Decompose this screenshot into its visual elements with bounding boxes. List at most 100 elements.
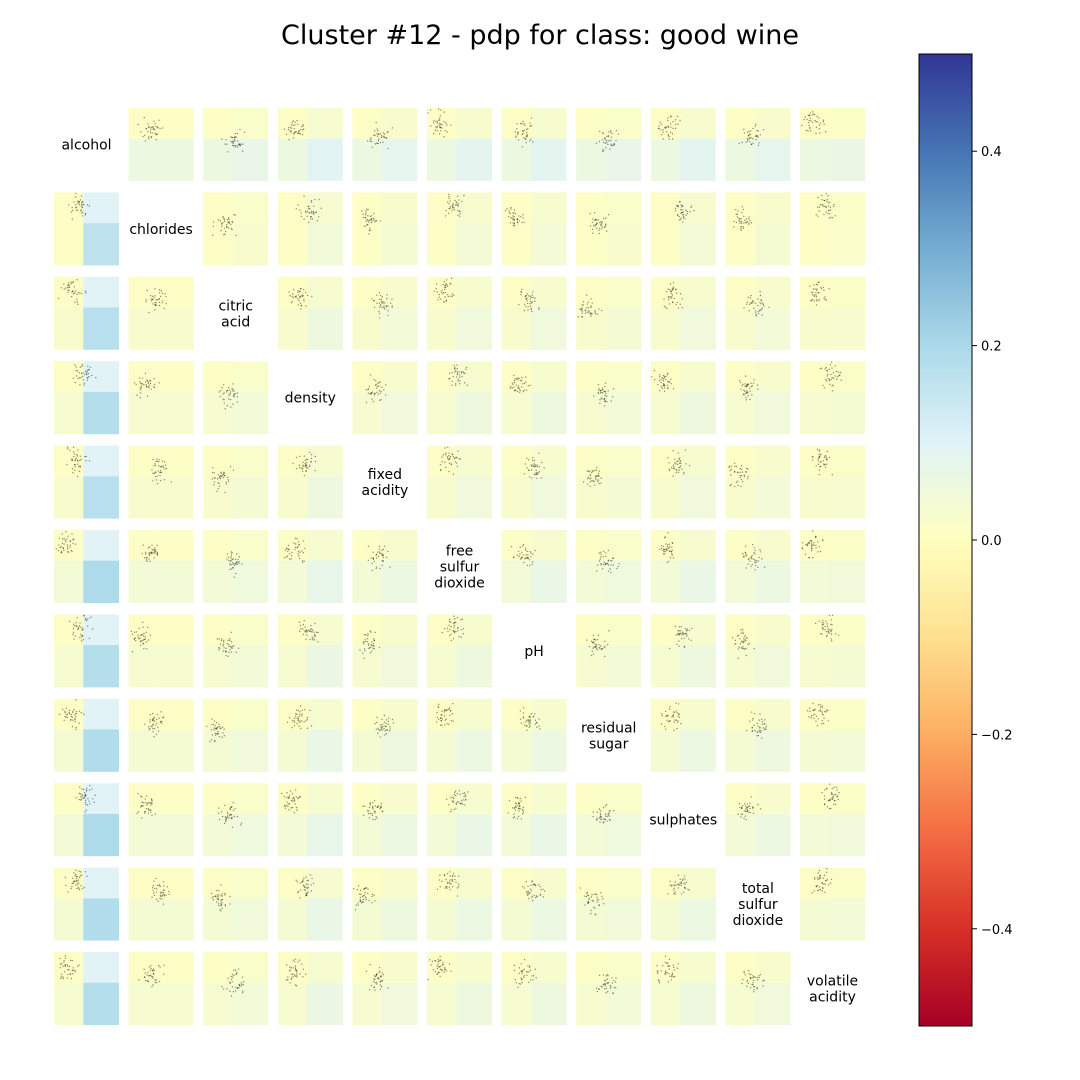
sample-point [832, 795, 834, 798]
sample-point [749, 390, 751, 392]
sample-point [759, 290, 761, 293]
sample-point [310, 461, 312, 463]
sample-point [70, 281, 72, 283]
sample-point [287, 128, 290, 131]
sample-point [77, 466, 80, 468]
sample-point [589, 477, 592, 479]
sample-point [372, 806, 374, 809]
sample-point [828, 210, 830, 212]
pdp-region [680, 276, 716, 308]
sample-point [295, 208, 297, 210]
pdp-region [576, 560, 606, 603]
cell-total-sulfur-dioxide-free-sulfur-dioxide [427, 867, 492, 941]
sample-point [85, 372, 88, 375]
sample-point [219, 395, 221, 398]
sample-point [598, 308, 600, 310]
sample-point [521, 978, 523, 981]
sample-point [230, 223, 232, 226]
sample-point [67, 448, 69, 450]
sample-point [158, 465, 160, 467]
sample-point [152, 128, 155, 131]
sample-point [605, 392, 607, 395]
sample-point [229, 649, 231, 651]
sample-point [830, 878, 833, 881]
sample-point [57, 297, 60, 300]
sample-point [590, 298, 592, 300]
pdp-region [800, 361, 830, 392]
sample-point [453, 808, 456, 811]
sample-point [525, 305, 527, 308]
sample-point [235, 973, 237, 975]
sample-point [147, 381, 149, 383]
sample-point [300, 288, 302, 290]
sample-point [76, 454, 78, 456]
sample-point [594, 311, 596, 313]
sample-point [521, 376, 523, 379]
sample-point [376, 294, 378, 296]
sample-point [151, 295, 154, 298]
sample-point [599, 130, 601, 133]
sample-point [837, 371, 840, 373]
sample-point [456, 792, 458, 795]
sample-point [309, 709, 311, 712]
sample-point [293, 974, 296, 976]
sample-point [298, 630, 301, 633]
sample-point [286, 964, 288, 966]
sample-point [509, 387, 511, 389]
sample-point [607, 975, 609, 977]
pdp-region [232, 560, 269, 603]
sample-point [75, 621, 77, 624]
sample-point [826, 709, 828, 711]
sample-point [72, 281, 75, 283]
sample-point [815, 547, 817, 549]
sample-point [153, 120, 155, 122]
sample-point [150, 965, 152, 967]
sample-point [666, 972, 668, 974]
sample-point [162, 881, 164, 883]
pdp-region [650, 192, 681, 224]
sample-point [812, 288, 815, 290]
sample-point [439, 955, 441, 958]
sample-point [836, 375, 839, 378]
sample-point [817, 718, 819, 720]
sample-point [599, 558, 601, 560]
sample-point [757, 566, 759, 569]
sample-point [617, 565, 619, 568]
sample-point [749, 141, 751, 143]
sample-point [518, 555, 520, 558]
sample-point [827, 377, 829, 380]
sample-point [453, 615, 455, 617]
sample-point [599, 390, 602, 392]
sample-point [144, 972, 147, 974]
sample-point [828, 799, 830, 801]
sample-point [607, 991, 609, 993]
sample-point [68, 286, 71, 289]
sample-point [232, 567, 234, 569]
sample-point [301, 125, 303, 128]
sample-point [216, 898, 218, 900]
sample-point [607, 559, 610, 562]
sample-point [141, 552, 143, 555]
sample-point [290, 130, 292, 132]
sample-point [587, 894, 590, 897]
sample-point [744, 385, 746, 387]
sample-point [513, 556, 515, 558]
sample-point [829, 209, 832, 211]
sample-point [526, 556, 528, 559]
sample-point [598, 388, 600, 390]
sample-point [673, 729, 675, 732]
sample-point [820, 204, 823, 206]
sample-point [739, 806, 741, 809]
diagonal-label-sulphates: sulphates [649, 813, 717, 829]
sample-point [514, 131, 517, 133]
sample-point [224, 475, 226, 477]
cell-citric-acid-volatile-acidity [800, 276, 865, 350]
sample-point [297, 130, 300, 133]
sample-point [298, 132, 301, 135]
sample-point [146, 557, 148, 559]
sample-point [739, 471, 741, 474]
sample-point [827, 631, 830, 633]
sample-point [524, 796, 527, 798]
sample-point [513, 224, 515, 227]
sample-point [594, 310, 596, 312]
